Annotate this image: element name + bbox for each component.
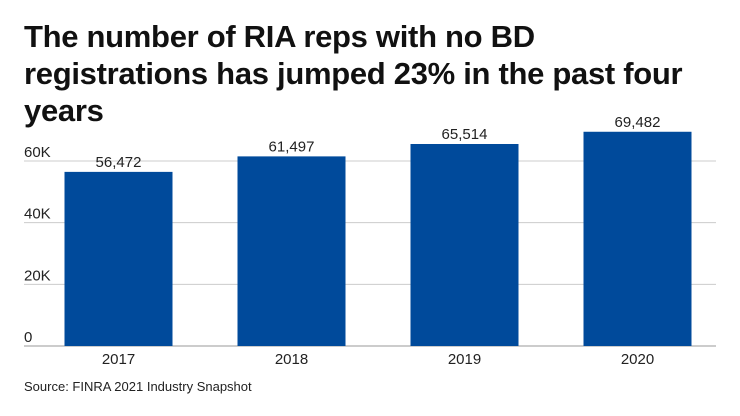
data-label: 69,482 bbox=[615, 114, 661, 131]
bar bbox=[583, 131, 692, 346]
x-tick-label: 2018 bbox=[275, 351, 308, 368]
y-tick-label: 20K bbox=[24, 267, 51, 284]
data-label: 65,514 bbox=[442, 126, 488, 143]
x-tick-label: 2017 bbox=[102, 351, 135, 368]
x-tick-label: 2020 bbox=[621, 351, 654, 368]
data-label: 56,472 bbox=[96, 154, 142, 171]
y-tick-label: 0 bbox=[24, 329, 32, 346]
bar bbox=[64, 171, 173, 346]
data-label: 61,497 bbox=[269, 138, 315, 155]
y-tick-label: 60K bbox=[24, 144, 51, 161]
bar bbox=[237, 156, 346, 346]
bar bbox=[410, 143, 519, 346]
x-tick-label: 2019 bbox=[448, 351, 481, 368]
y-tick-label: 40K bbox=[24, 206, 51, 223]
chart-title: The number of RIA reps with no BD regist… bbox=[24, 19, 683, 128]
source-note: Source: FINRA 2021 Industry Snapshot bbox=[24, 379, 252, 394]
